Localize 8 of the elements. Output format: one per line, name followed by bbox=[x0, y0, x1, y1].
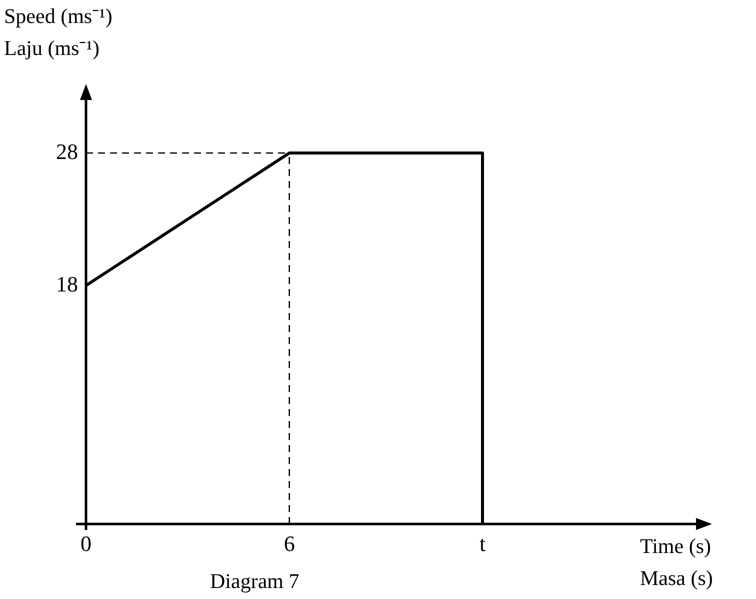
y-tick-label: 28 bbox=[56, 138, 78, 164]
text: Diagram 7 bbox=[210, 568, 300, 595]
x-tick-label: t bbox=[479, 530, 486, 556]
x-axis-title: Time (s) Masa (s) bbox=[640, 533, 713, 592]
y-tick-label: 18 bbox=[56, 271, 78, 296]
x-tick-label: 6 bbox=[284, 530, 295, 556]
y-axis-title: Speed (ms⁻¹) Laju (ms⁻¹) bbox=[4, 3, 112, 62]
x-tick-label: 0 bbox=[80, 530, 92, 556]
